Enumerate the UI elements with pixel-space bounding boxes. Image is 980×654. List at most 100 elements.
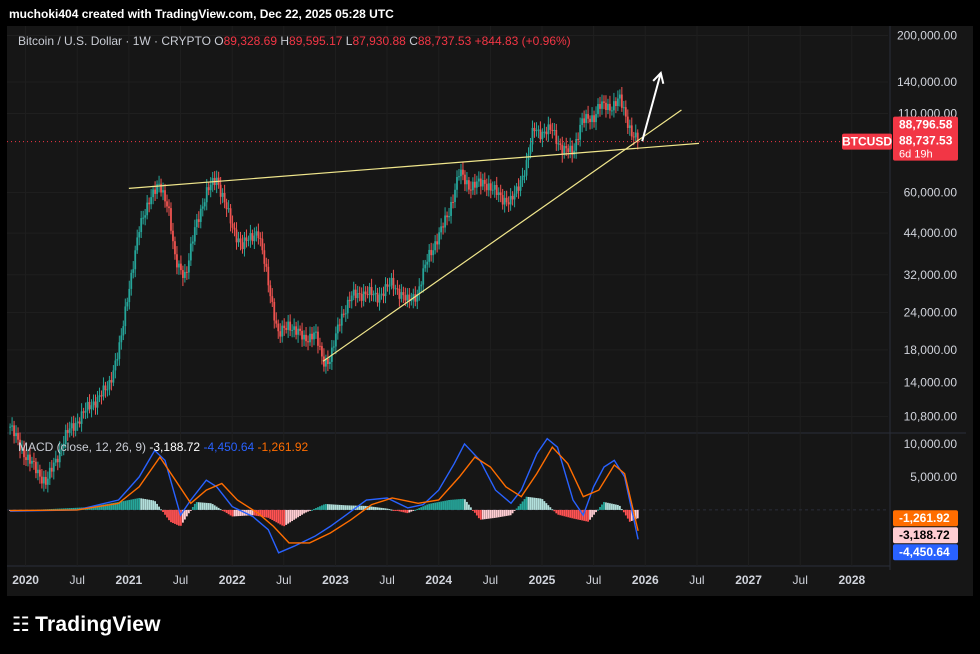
- candle-body: [438, 232, 441, 245]
- macd-histogram-bar: [305, 509, 307, 513]
- candle-body: [209, 184, 212, 191]
- candle-body: [485, 183, 488, 191]
- macd-histogram-bar: [229, 509, 232, 516]
- candle-body: [221, 192, 224, 197]
- macd-histogram-bar: [464, 499, 466, 510]
- macd-histogram-bar: [263, 509, 266, 518]
- candle-body: [396, 288, 399, 290]
- macd-histogram-bar: [414, 509, 417, 511]
- trendline-overlays: [7, 71, 888, 362]
- macd-histogram-bar: [269, 509, 272, 519]
- macd-histogram-bar: [356, 505, 359, 510]
- macd-histogram-bar: [94, 505, 97, 510]
- macd-histogram-bar: [573, 509, 576, 519]
- candle-body: [634, 132, 637, 138]
- macd-histogram-bar: [253, 509, 256, 516]
- candle-body: [539, 129, 542, 140]
- symbol-label[interactable]: Bitcoin / U.S. Dollar · 1W · CRYPTO: [18, 34, 211, 48]
- macd-histogram-bar: [611, 503, 613, 510]
- macd-histogram-bar: [563, 509, 566, 517]
- macd-histogram-bar: [239, 509, 242, 516]
- macd-histogram-bar: [154, 501, 156, 510]
- macd-histogram-bar: [525, 496, 528, 510]
- macd-histogram-bar: [112, 502, 115, 510]
- macd-histogram-bar: [468, 504, 470, 510]
- macd-histogram-bar: [630, 509, 633, 521]
- macd-histogram-bar: [172, 509, 174, 524]
- macd-histogram-bar: [122, 501, 125, 510]
- macd-histogram-bar: [62, 508, 65, 510]
- macd-histogram-bar: [483, 509, 486, 520]
- candle-body: [58, 449, 61, 463]
- macd-histogram-bar: [348, 505, 351, 510]
- candle-body: [319, 345, 321, 347]
- macd-histogram-bar: [364, 505, 367, 510]
- candle-body: [269, 285, 272, 297]
- macd-histogram-bar: [251, 509, 254, 516]
- axes: 200,000.00140,000.00110,000.0060,000.004…: [12, 28, 957, 587]
- candle-body: [183, 271, 186, 278]
- price-tick-label: 14,000.00: [904, 376, 958, 390]
- candle-body: [321, 346, 323, 357]
- macd-histogram-bar: [426, 504, 429, 510]
- tradingview-logo[interactable]: ☷ TradingView: [12, 612, 161, 637]
- macd-histogram-bar: [199, 502, 202, 510]
- candle-body: [287, 321, 290, 330]
- candle-body: [138, 232, 141, 238]
- macd-histogram-bar: [553, 509, 556, 512]
- candle-body: [249, 233, 252, 240]
- candle-body: [92, 401, 95, 406]
- macd-histogram-bar: [344, 505, 347, 510]
- candle-body: [344, 313, 347, 315]
- candle-body: [134, 250, 137, 270]
- candle-body: [400, 292, 403, 299]
- macd-histogram-bar: [152, 500, 155, 510]
- candle-body: [64, 430, 67, 444]
- macd-histogram-bar: [315, 508, 317, 510]
- macd-histogram-bar: [207, 503, 210, 510]
- price-tick-label: 200,000.00: [897, 28, 957, 42]
- candle-body: [25, 457, 27, 461]
- macd-histogram-bar: [481, 509, 484, 520]
- macd-histogram-bar: [394, 509, 397, 511]
- macd-histogram-bar: [567, 509, 570, 518]
- candle-body: [46, 478, 49, 485]
- candle-body: [106, 389, 109, 391]
- macd-histogram-bar: [265, 509, 268, 518]
- macd-histogram-bar: [58, 508, 61, 510]
- candle-body: [98, 395, 101, 398]
- macd-histogram-bar: [517, 506, 520, 510]
- macd-title[interactable]: MACD (close, 12, 26, 9): [18, 440, 147, 454]
- candle-body: [120, 335, 123, 343]
- candle-body: [374, 292, 377, 295]
- grid-lines: [7, 26, 966, 570]
- macd-histogram-bar: [372, 506, 375, 510]
- candle-body: [620, 94, 623, 108]
- candle-body: [154, 189, 156, 194]
- macd-histogram-bar: [376, 507, 379, 510]
- macd-histogram-bar: [436, 502, 439, 510]
- macd-histogram-bar: [126, 500, 129, 510]
- macd-histogram-bar: [636, 509, 639, 519]
- low-label: L: [345, 34, 353, 48]
- macd-histogram-bar: [440, 501, 443, 510]
- macd-histogram-bar: [392, 509, 395, 511]
- candle-body: [529, 144, 532, 154]
- candle-body: [257, 231, 260, 239]
- candle-body: [493, 184, 496, 190]
- candle-body: [281, 325, 284, 337]
- candle-body: [78, 421, 81, 424]
- macd-histogram-bar: [140, 498, 143, 510]
- candle-body: [446, 215, 448, 218]
- macd-histogram-bar: [146, 499, 149, 510]
- macd-tick-label: 10,000.00: [904, 437, 958, 451]
- macd-histogram-bar: [273, 509, 276, 522]
- candle-body: [332, 346, 335, 348]
- candle-body: [259, 238, 262, 240]
- candle-body: [235, 229, 238, 243]
- candle-body: [253, 235, 256, 242]
- candle-body: [191, 241, 194, 244]
- macd-histogram-bar: [217, 507, 220, 510]
- candle-body: [140, 218, 143, 233]
